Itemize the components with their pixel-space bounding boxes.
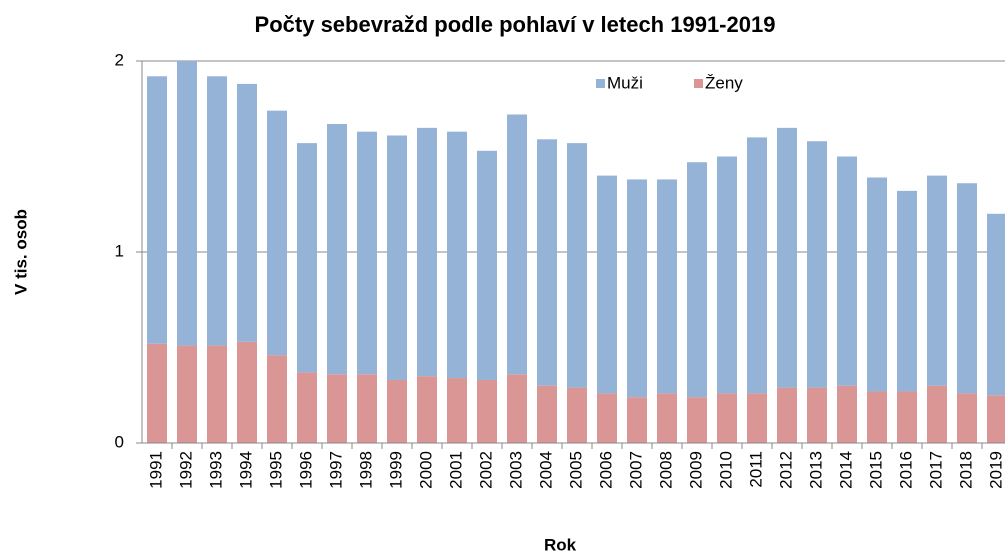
bar-segment <box>957 393 977 443</box>
legend-label: Muži <box>607 73 643 92</box>
bar-segment <box>987 213 1005 396</box>
y-tick-label: 2 <box>115 50 124 69</box>
bar-segment <box>207 345 227 443</box>
bar-segment <box>297 143 317 373</box>
x-tick-label: 2016 <box>896 451 915 489</box>
x-tick-label: 2018 <box>956 451 975 489</box>
x-tick-label: 2015 <box>866 451 885 489</box>
bar-segment <box>537 139 557 386</box>
bar-segment <box>267 110 287 356</box>
x-tick-label: 2010 <box>716 451 735 489</box>
x-tick-label: 2017 <box>926 451 945 489</box>
bar-segment <box>597 393 617 443</box>
bar-segment <box>357 131 377 375</box>
bar-segment <box>777 387 797 443</box>
y-tick-label: 1 <box>115 241 124 260</box>
bar-segment <box>777 127 797 388</box>
bar-segment <box>477 150 497 380</box>
bar-segment <box>627 179 647 398</box>
bar-segment <box>567 387 587 443</box>
x-tick-label: 2006 <box>596 451 615 489</box>
bar-segment <box>327 124 347 375</box>
x-tick-label: 2019 <box>986 451 1005 489</box>
x-tick-label: 1991 <box>146 451 165 489</box>
bar-segment <box>327 374 347 443</box>
bar-segment <box>147 343 167 443</box>
bar-segment <box>627 397 647 443</box>
bar-segment <box>567 143 587 388</box>
bar-segment <box>207 76 227 346</box>
bar-segment <box>687 397 707 443</box>
legend-swatch <box>694 79 703 88</box>
bar-segment <box>237 83 257 342</box>
x-tick-label: 1994 <box>236 451 255 489</box>
y-tick-label: 0 <box>115 432 124 451</box>
bar-segment <box>267 355 287 443</box>
x-tick-label: 2007 <box>626 451 645 489</box>
bar-segment <box>597 175 617 394</box>
bar-segment <box>357 374 377 443</box>
x-axis-title: Rok <box>544 535 577 554</box>
legend-swatch <box>596 79 605 88</box>
bar-segment <box>837 156 857 386</box>
bar-segment <box>417 376 437 443</box>
bar-segment <box>807 141 827 388</box>
bar-segment <box>987 395 1005 443</box>
bar-segment <box>867 177 887 392</box>
x-tick-label: 2011 <box>746 451 765 488</box>
x-tick-label: 2013 <box>806 451 825 489</box>
bar-segment <box>897 190 917 392</box>
bar-segment <box>687 162 707 398</box>
x-tick-label: 2008 <box>656 451 675 489</box>
bar-segment <box>747 137 767 394</box>
bar-segment <box>867 391 887 443</box>
bar-segment <box>747 393 767 443</box>
bar-segment <box>447 131 467 379</box>
bar-segment <box>957 183 977 394</box>
bar-segment <box>837 385 857 443</box>
x-tick-label: 2009 <box>686 451 705 489</box>
legend-label: Ženy <box>705 73 743 92</box>
bar-segment <box>807 387 827 443</box>
x-tick-label: 2012 <box>776 451 795 489</box>
bar-segment <box>387 379 407 443</box>
x-tick-label: 2000 <box>416 451 435 489</box>
bar-segment <box>897 391 917 443</box>
x-tick-label: 1998 <box>356 451 375 489</box>
x-tick-label: 2001 <box>446 451 465 489</box>
bar-segment <box>477 379 497 443</box>
bar-segment <box>177 61 197 346</box>
bar-segment <box>177 345 197 443</box>
bar-segment <box>657 179 677 394</box>
bar-segment <box>147 76 167 344</box>
bar-segment <box>657 393 677 443</box>
bar-segment <box>537 385 557 443</box>
x-tick-label: 2014 <box>836 451 855 489</box>
bar-segment <box>717 156 737 394</box>
x-tick-label: 2003 <box>506 451 525 489</box>
x-tick-label: 1999 <box>386 451 405 489</box>
x-tick-label: 1996 <box>296 451 315 489</box>
bar-segment <box>417 127 437 377</box>
bar-segment <box>507 114 527 375</box>
chart-title: Počty sebevražd podle pohlaví v letech 1… <box>255 12 776 37</box>
x-tick-label: 1997 <box>326 451 345 489</box>
bar-segment <box>507 374 527 443</box>
x-tick-label: 1993 <box>206 451 225 489</box>
bar-segment <box>297 372 317 443</box>
x-tick-label: 2004 <box>536 451 555 489</box>
y-axis-title: V tis. osob <box>11 209 30 295</box>
bar-segment <box>237 341 257 443</box>
bar-segment <box>927 175 947 386</box>
bar-segment <box>717 393 737 443</box>
bar-segment <box>927 385 947 443</box>
x-tick-label: 1992 <box>176 451 195 489</box>
x-tick-label: 2005 <box>566 451 585 489</box>
bar-segment <box>387 135 407 380</box>
x-tick-label: 2002 <box>476 451 495 489</box>
bar-segment <box>447 378 467 443</box>
x-tick-label: 1995 <box>266 451 285 489</box>
